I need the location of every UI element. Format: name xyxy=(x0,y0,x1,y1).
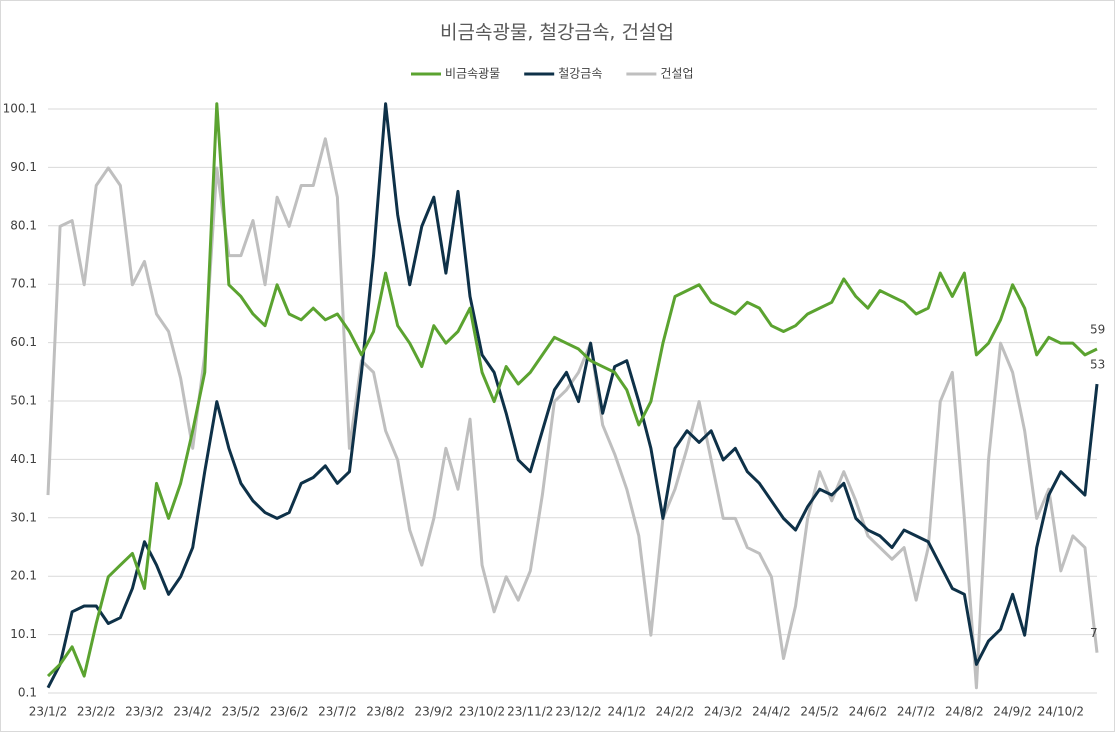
y-tick-label: 50.1 xyxy=(10,394,37,408)
y-tick-label: 40.1 xyxy=(10,452,37,466)
x-tick-label: 23/8/2 xyxy=(366,705,405,719)
legend-label: 비금속광물 xyxy=(445,67,500,81)
x-tick-label: 24/7/2 xyxy=(897,705,936,719)
y-tick-label: 30.1 xyxy=(10,510,37,524)
data-label: 7 xyxy=(1090,626,1098,640)
x-tick-label: 23/6/2 xyxy=(270,705,309,719)
y-tick-label: 0.1 xyxy=(18,686,37,700)
series-line xyxy=(46,102,1098,678)
x-tick-label: 23/1/2 xyxy=(29,705,68,719)
y-tick-label: 10.1 xyxy=(10,627,37,641)
x-tick-label: 24/1/2 xyxy=(607,705,646,719)
y-tick-label: 80.1 xyxy=(10,218,37,232)
x-tick-label: 24/2/2 xyxy=(656,705,695,719)
legend-label: 건설업 xyxy=(660,67,693,81)
x-tick-label: 24/8/2 xyxy=(945,705,984,719)
x-tick-label: 24/3/2 xyxy=(704,705,743,719)
data-label: 53 xyxy=(1090,358,1105,372)
x-tick-label: 24/4/2 xyxy=(752,705,791,719)
x-tick-label: 23/5/2 xyxy=(222,705,261,719)
data-label: 59 xyxy=(1090,323,1105,337)
x-tick-label: 23/7/2 xyxy=(318,705,357,719)
chart-title: 비금속광물, 철강금속, 건설업 xyxy=(440,22,674,44)
x-tick-label: 23/2/2 xyxy=(77,705,116,719)
x-tick-label: 23/3/2 xyxy=(125,705,164,719)
y-tick-label: 60.1 xyxy=(10,335,37,349)
x-tick-label: 24/5/2 xyxy=(800,705,839,719)
y-tick-label: 100.1 xyxy=(3,102,37,116)
legend-label: 철강금속 xyxy=(558,67,602,81)
x-tick-label: 23/4/2 xyxy=(173,705,212,719)
y-tick-label: 70.1 xyxy=(10,277,37,291)
x-tick-label: 24/9/2 xyxy=(993,705,1032,719)
x-tick-label: 23/12/2 xyxy=(555,705,601,719)
y-tick-label: 90.1 xyxy=(10,160,37,174)
x-tick-label: 24/6/2 xyxy=(849,705,888,719)
x-tick-label: 23/9/2 xyxy=(415,705,454,719)
series-line xyxy=(46,102,1099,689)
x-tick-label: 24/10/2 xyxy=(1038,705,1084,719)
y-tick-label: 20.1 xyxy=(10,569,37,583)
x-tick-label: 23/11/2 xyxy=(507,705,553,719)
x-tick-label: 23/10/2 xyxy=(459,705,505,719)
